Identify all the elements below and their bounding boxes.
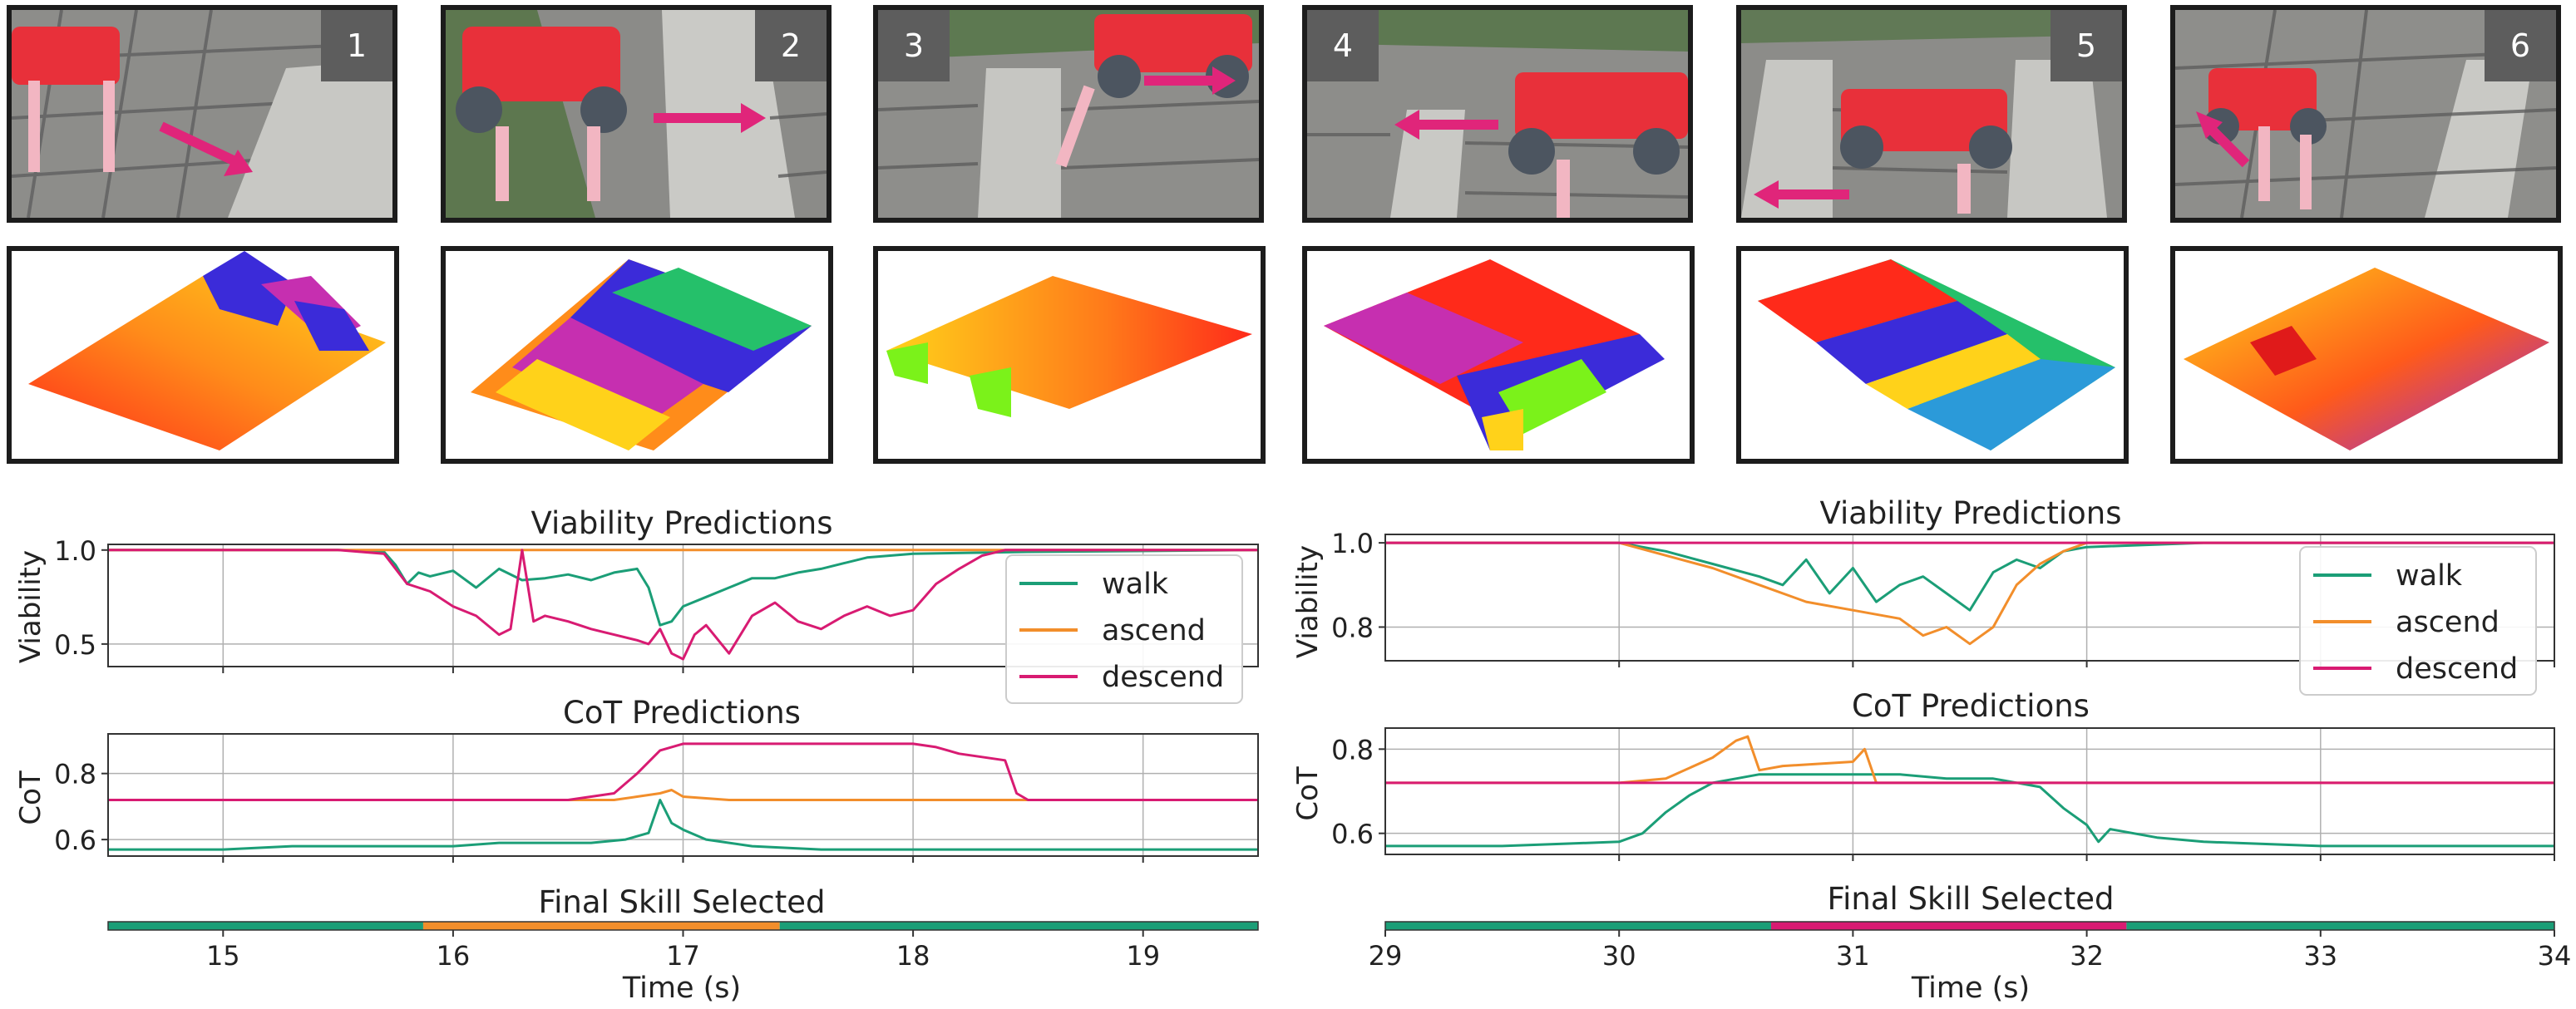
- x-tick-label: 30: [1602, 940, 1636, 972]
- elevation-map-6: [2170, 246, 2563, 464]
- y-tick-label: 1.0: [54, 535, 96, 567]
- elevation-map-1: [7, 246, 399, 464]
- x-tick-label: 32: [2070, 940, 2104, 972]
- legend-walk-label: walk: [1102, 568, 1169, 601]
- photo-panel-1: 1: [7, 5, 397, 223]
- elevation-map-surface-1: [28, 251, 386, 450]
- elevation-map-5: [1736, 246, 2129, 464]
- axes-frame: [1384, 534, 2555, 662]
- chart-right-line-3: 0.8 1.0: [1331, 528, 2555, 667]
- x-tick-label: 34: [2538, 940, 2572, 972]
- right-skill-title: Final Skill Selected: [1828, 881, 2115, 917]
- y-tick-label: 0.6: [1331, 819, 1374, 850]
- left-skill-title: Final Skill Selected: [539, 884, 826, 920]
- series-line-walk: [1385, 773, 2554, 848]
- series-line-walk: [108, 799, 1258, 851]
- chart-left-line-1: 0.6 0.8: [54, 733, 1259, 863]
- chart-left-line-0: 0.5 1.0: [54, 535, 1259, 673]
- x-tick-label: 33: [2303, 940, 2337, 972]
- chart-right-line-4: 0.6 0.8: [1331, 727, 2555, 861]
- axes-frame: [107, 733, 1259, 857]
- chart-left-bar-2: 15 16 17 18 19: [107, 921, 1259, 972]
- y-tick-label: 0.5: [54, 629, 96, 661]
- x-tick-label: 29: [1369, 940, 1403, 972]
- photo-panel-5: 5: [1736, 5, 2127, 223]
- skill-segment-walk: [2126, 922, 2554, 930]
- legend-walk-label: walk: [2396, 559, 2463, 593]
- elevation-map-surface-5: [1758, 259, 2115, 450]
- axes-frame: [107, 544, 1259, 667]
- elevation-map-4: [1302, 246, 1695, 464]
- series-line-ascend: [1385, 541, 2554, 646]
- elevation-map-surface-4: [1324, 259, 1665, 450]
- series-line-ascend: [108, 789, 1258, 801]
- elevation-map-surface-2: [471, 259, 812, 450]
- elevation-map-3: [873, 246, 1266, 464]
- chart-right-bar-5: 29 30 31 32 33 34: [1369, 921, 2572, 972]
- x-tick-label: 19: [1126, 940, 1160, 972]
- x-tick-label: 16: [437, 940, 471, 972]
- panel-number-badge: 2: [755, 10, 827, 81]
- skill-segment-walk: [1385, 922, 1771, 930]
- legend-ascend-label: ascend: [2396, 606, 2500, 639]
- elevation-map-surface-3: [886, 276, 1252, 417]
- y-tick-label: 1.0: [1331, 528, 1374, 559]
- legend-descend-label: descend: [1102, 661, 1224, 694]
- panel-number-badge: 4: [1307, 10, 1379, 81]
- skill-segment-walk: [779, 922, 1258, 930]
- series-line-walk: [1385, 541, 2554, 612]
- left-viability-ylabel: Viability: [14, 550, 47, 663]
- y-tick-label: 0.6: [54, 824, 96, 856]
- x-tick-label: 31: [1836, 940, 1870, 972]
- panel-number-badge: 6: [2485, 10, 2556, 81]
- skill-segment-descend: [1770, 922, 2127, 930]
- skill-bar-frame: [1384, 921, 2555, 931]
- right-cot-ylabel: CoT: [1291, 766, 1325, 821]
- skill-segment-walk: [108, 922, 423, 930]
- left-legend: walk ascend descend: [1005, 554, 1243, 704]
- legend-descend-label: descend: [2396, 652, 2518, 686]
- left-chart-group: Viability Predictions Viability CoT Pred…: [14, 505, 833, 1005]
- right-time-xlabel: Time (s): [1911, 972, 2030, 1005]
- robot-photo-3: [878, 10, 1259, 218]
- right-viability-title: Viability Predictions: [1819, 495, 2121, 531]
- series-line-walk: [108, 549, 1259, 627]
- series-line-ascend: [1385, 735, 2554, 785]
- legend-ascend-label: ascend: [1102, 614, 1206, 647]
- y-tick-label: 0.8: [1331, 734, 1374, 765]
- photo-panel-4: 4: [1302, 5, 1693, 223]
- panel-number-badge: 3: [878, 10, 950, 81]
- y-tick-label: 0.8: [1331, 612, 1374, 643]
- left-time-xlabel: Time (s): [622, 972, 741, 1005]
- axes-frame: [1384, 727, 2555, 855]
- robot-photo-2: [446, 10, 827, 218]
- photo-panel-2: 2: [441, 5, 832, 223]
- elevation-map-surface-6: [2184, 268, 2549, 450]
- panel-number-badge: 1: [321, 10, 392, 81]
- x-tick-label: 15: [206, 940, 240, 972]
- left-viability-title: Viability Predictions: [530, 505, 832, 541]
- elevation-map-2: [441, 246, 833, 464]
- right-viability-ylabel: Viability: [1291, 545, 1325, 658]
- right-cot-title: CoT Predictions: [1852, 688, 2090, 724]
- x-tick-label: 17: [666, 940, 700, 972]
- left-cot-ylabel: CoT: [14, 770, 47, 825]
- right-legend: walk ascend descend: [2299, 546, 2537, 696]
- panel-number-badge: 5: [2050, 10, 2122, 81]
- photo-panel-3: 3: [873, 5, 1264, 223]
- y-tick-label: 0.8: [54, 759, 96, 790]
- right-chart-group: Viability Predictions Viability CoT Pred…: [1291, 495, 2122, 1005]
- robot-photo-5: [1741, 10, 2122, 218]
- series-line-descend: [108, 549, 1258, 661]
- skill-segment-ascend: [422, 922, 780, 930]
- x-tick-label: 18: [896, 940, 930, 972]
- photo-panel-6: 6: [2170, 5, 2561, 223]
- series-line-descend: [108, 742, 1258, 801]
- left-cot-title: CoT Predictions: [563, 695, 801, 731]
